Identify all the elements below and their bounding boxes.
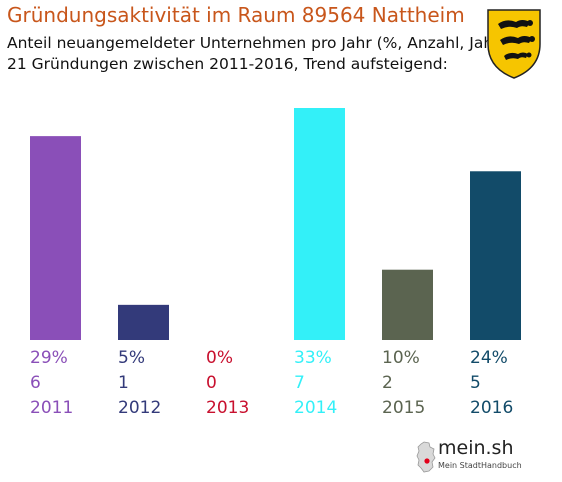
- count-label-2016: 5: [470, 373, 481, 393]
- bar-2014: [294, 108, 345, 340]
- bar-2012: [118, 304, 169, 340]
- count-label-2012: 1: [118, 373, 129, 393]
- chart-title: Gründungsaktivität im Raum 89564 Natthei…: [7, 3, 465, 27]
- chart-subtitle-line-2: 21 Gründungen zwischen 2011-2016, Trend …: [7, 55, 448, 73]
- year-label-2016: 2016: [470, 398, 514, 418]
- bar-2011: [30, 136, 81, 340]
- year-label-2015: 2015: [382, 398, 426, 418]
- value-label-2012: 5%: [118, 348, 145, 368]
- bar-2016: [470, 171, 521, 340]
- germany-map-icon: [416, 441, 436, 473]
- count-label-2014: 7: [294, 373, 305, 393]
- year-label-2013: 2013: [206, 398, 250, 418]
- count-label-2013: 0: [206, 373, 217, 393]
- count-label-2015: 2: [382, 373, 393, 393]
- brand-logo: mein.sh Mein StadtHandbuch: [416, 437, 544, 477]
- year-label-2012: 2012: [118, 398, 162, 418]
- brand-name: mein.sh: [438, 437, 514, 459]
- chart-subtitle-line-1: Anteil neuangemeldeter Unternehmen pro J…: [7, 34, 506, 52]
- value-label-2013: 0%: [206, 348, 233, 368]
- year-label-2014: 2014: [294, 398, 338, 418]
- value-label-2011: 29%: [30, 348, 68, 368]
- value-label-2015: 10%: [382, 348, 420, 368]
- baden-wuerttemberg-coat-of-arms-icon: [487, 9, 541, 79]
- year-label-2011: 2011: [30, 398, 74, 418]
- bar-2015: [382, 269, 433, 340]
- brand-tagline: Mein StadtHandbuch: [438, 461, 522, 470]
- value-label-2014: 33%: [294, 348, 332, 368]
- value-label-2016: 24%: [470, 348, 508, 368]
- count-label-2011: 6: [30, 373, 41, 393]
